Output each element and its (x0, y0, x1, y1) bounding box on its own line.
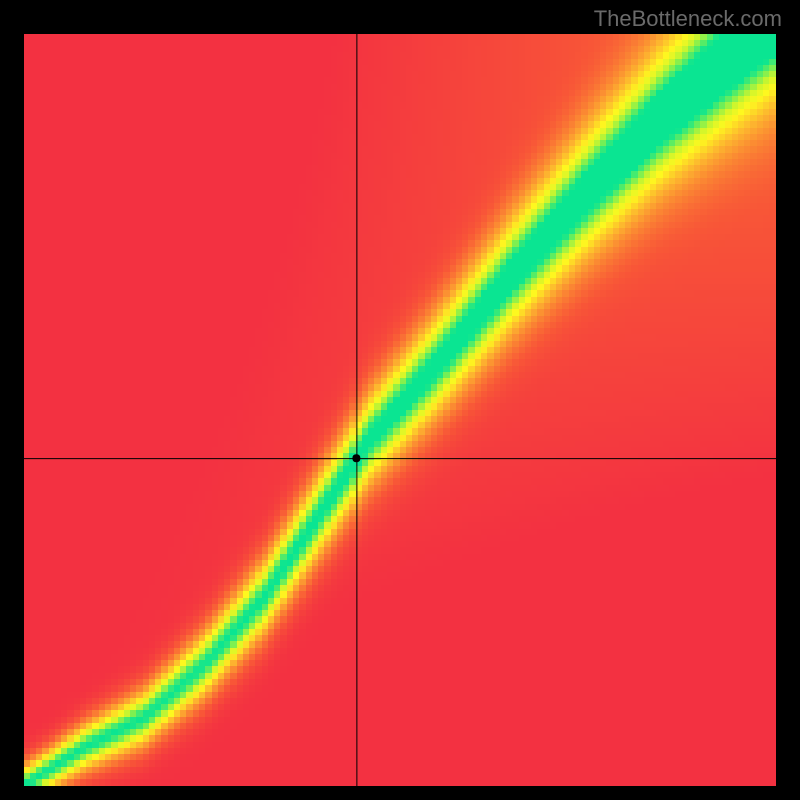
plot-area (24, 34, 776, 786)
watermark-text: TheBottleneck.com (594, 6, 782, 32)
chart-container: TheBottleneck.com (0, 0, 800, 800)
bottleneck-heatmap (24, 34, 776, 786)
